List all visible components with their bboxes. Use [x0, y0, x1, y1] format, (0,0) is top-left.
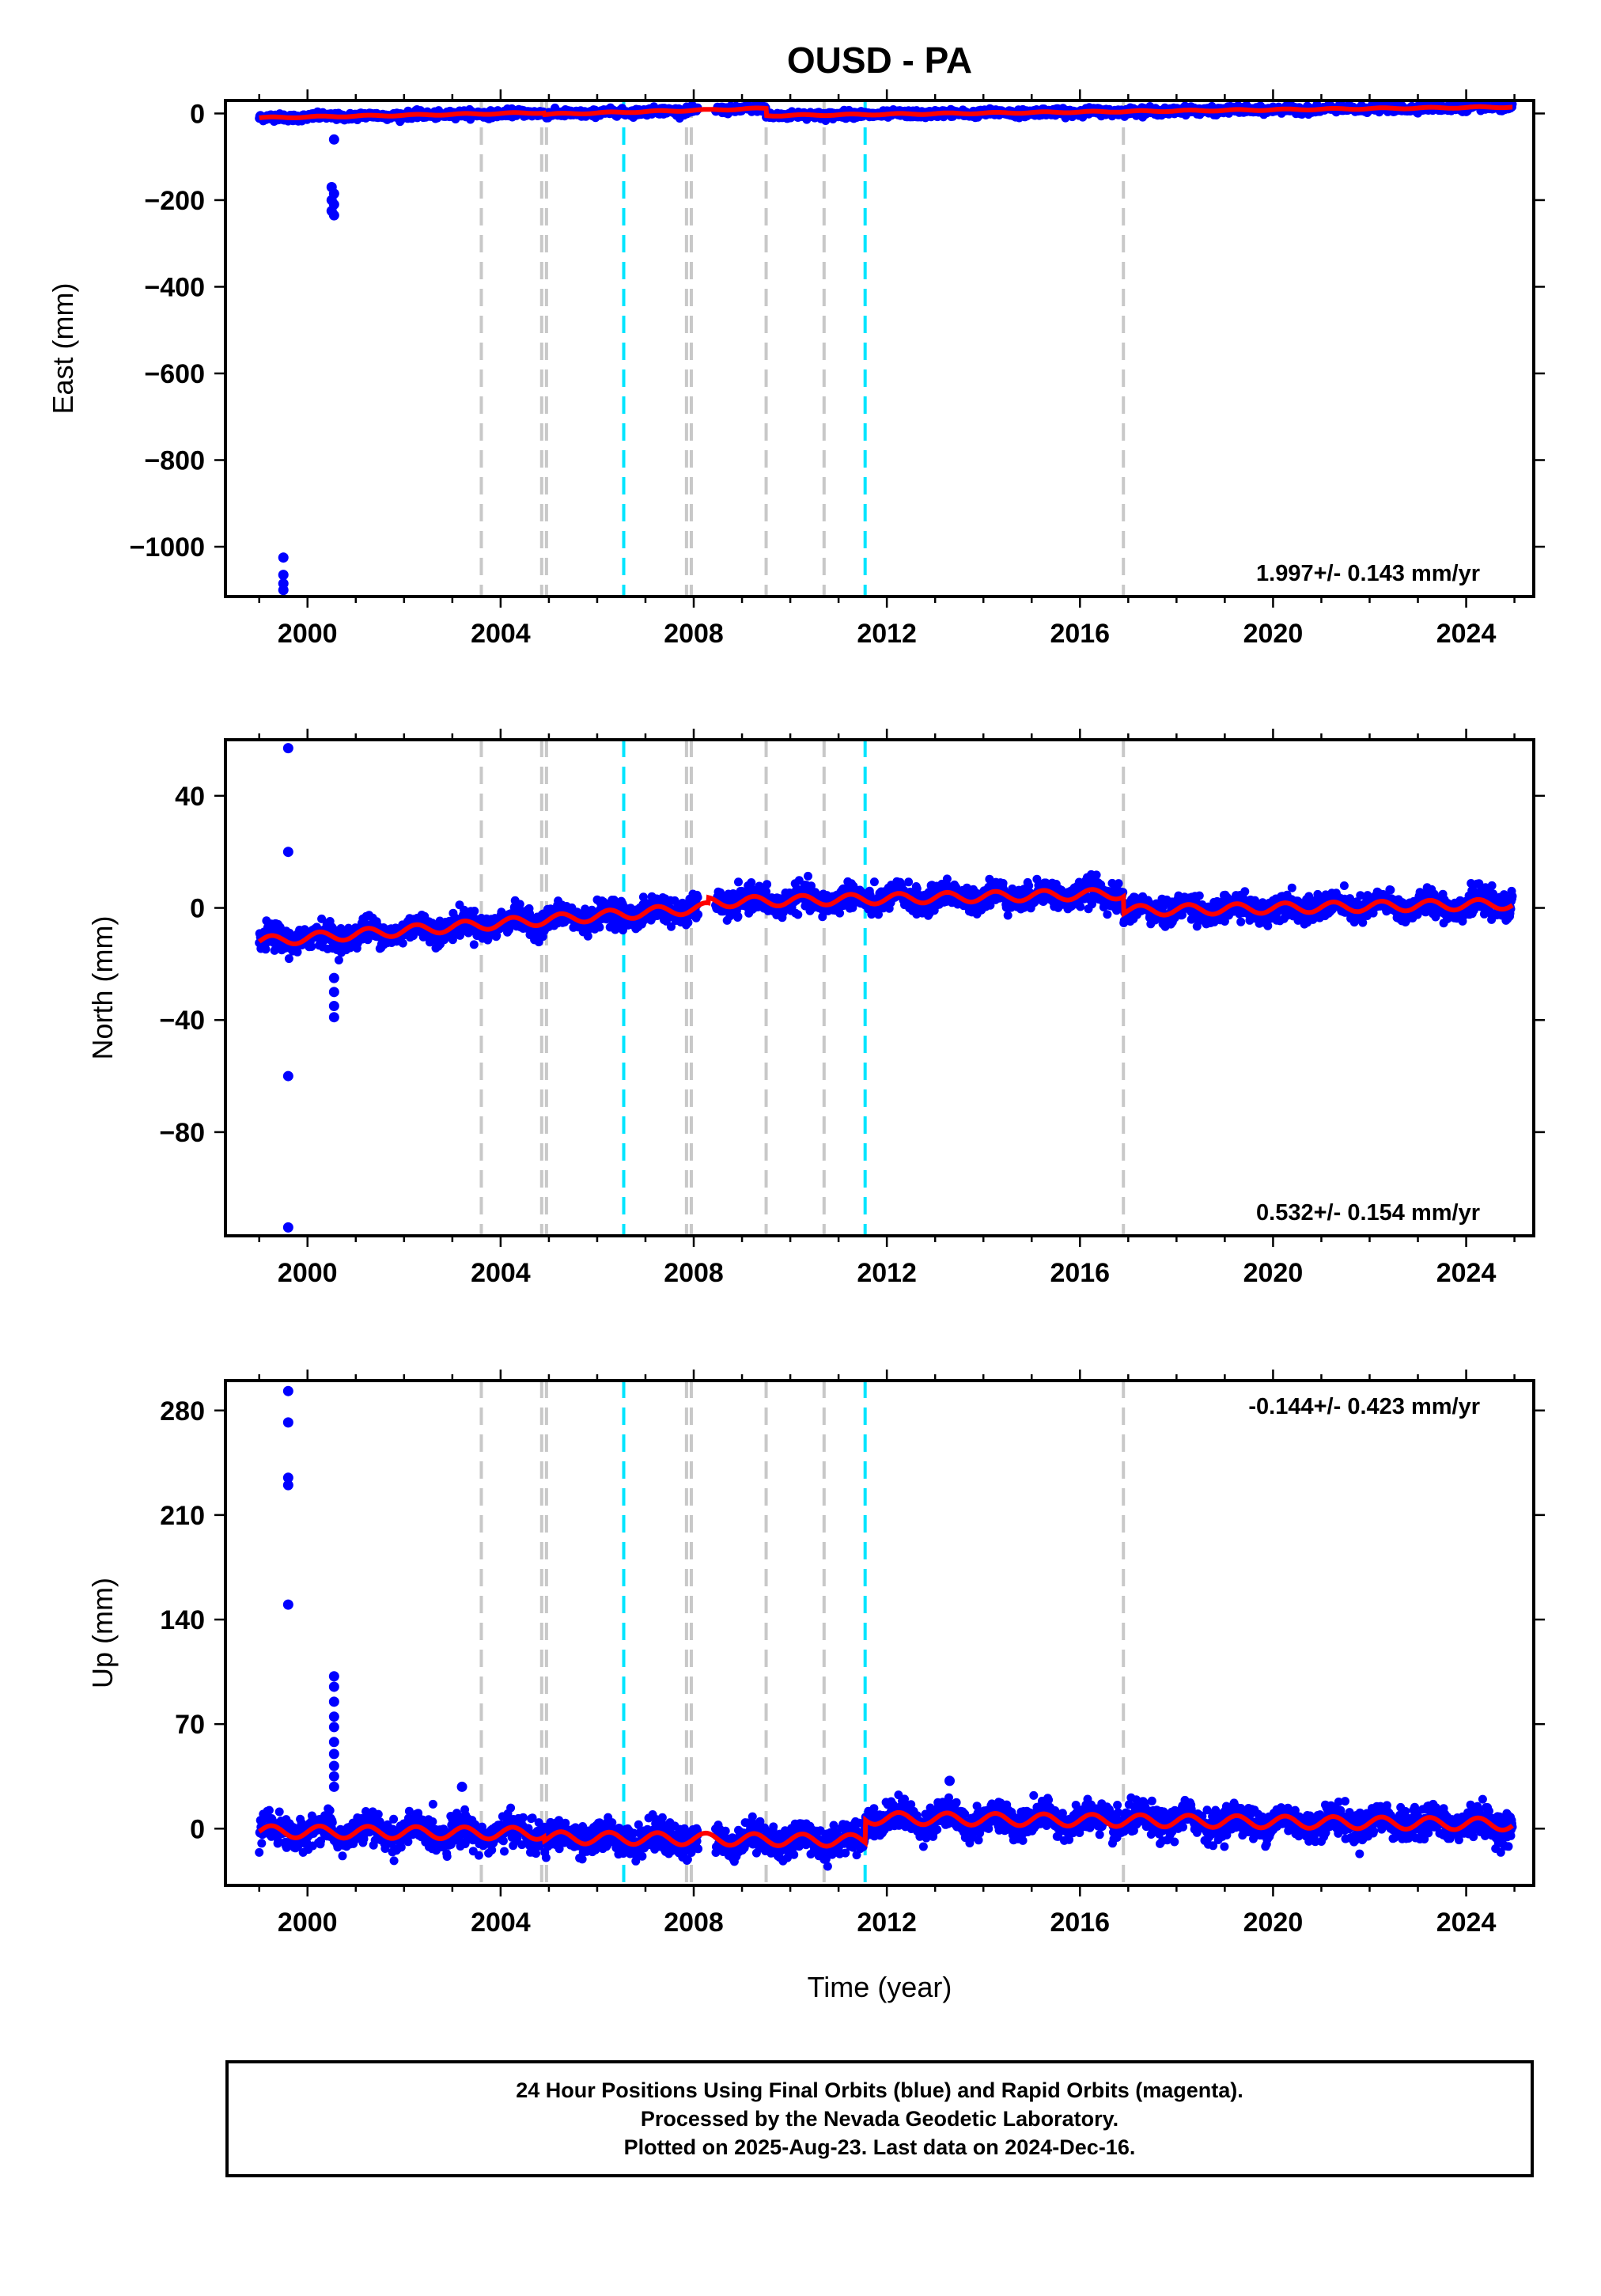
- y-tick-label: 0: [190, 99, 205, 129]
- position-point: [793, 910, 803, 919]
- position-point: [470, 907, 479, 915]
- x-tick-label: 2016: [1050, 619, 1110, 649]
- position-point: [694, 910, 703, 919]
- outlier-point: [328, 210, 339, 221]
- position-point: [734, 877, 743, 887]
- position-point: [284, 954, 293, 964]
- outlier-point: [328, 134, 339, 145]
- daily-positions: [255, 743, 1517, 1233]
- y-tick-label: −800: [144, 446, 205, 476]
- position-point: [307, 942, 316, 951]
- x-tick-label: 2008: [664, 619, 724, 649]
- y-tick-label: −200: [144, 186, 205, 216]
- chart-title: OUSD - PA: [787, 40, 972, 81]
- plot-frame: [224, 99, 1535, 598]
- y-axis-label: East (mm): [47, 283, 79, 415]
- outlier-point: [278, 552, 289, 563]
- daily-positions: [255, 100, 1517, 596]
- x-tick-label: 2024: [1436, 619, 1497, 649]
- position-point: [804, 871, 812, 881]
- position-point: [595, 923, 604, 932]
- velocity-label: 1.997+/- 0.143 mm/yr: [1256, 561, 1480, 586]
- position-point: [835, 908, 845, 918]
- north-panel: 2000 2004 2008 2012 2016 2020 2024400−40−80Nor…: [86, 729, 1545, 1288]
- x-tick-label: 2004: [471, 619, 531, 649]
- y-tick-label: −1000: [130, 532, 206, 563]
- y-tick-label: −600: [144, 359, 205, 389]
- position-point: [733, 911, 743, 921]
- position-point: [869, 877, 879, 887]
- position-point: [398, 938, 407, 948]
- x-tick-label: 2012: [857, 619, 917, 649]
- position-point: [683, 918, 693, 927]
- position-point: [763, 880, 772, 889]
- x-tick-label: 2020: [1243, 619, 1304, 649]
- position-point: [693, 892, 702, 902]
- y-tick-label: −400: [144, 272, 205, 302]
- x-tick-label: 2000: [278, 619, 338, 649]
- east-panel: 2000 2004 2008 2012 2016 2020 2024 0 −200 −400 −60…: [47, 89, 1545, 649]
- position-point: [904, 877, 914, 887]
- position-point: [583, 931, 592, 941]
- position-point: [469, 940, 479, 949]
- position-point: [334, 956, 343, 964]
- outlier-point: [278, 585, 289, 596]
